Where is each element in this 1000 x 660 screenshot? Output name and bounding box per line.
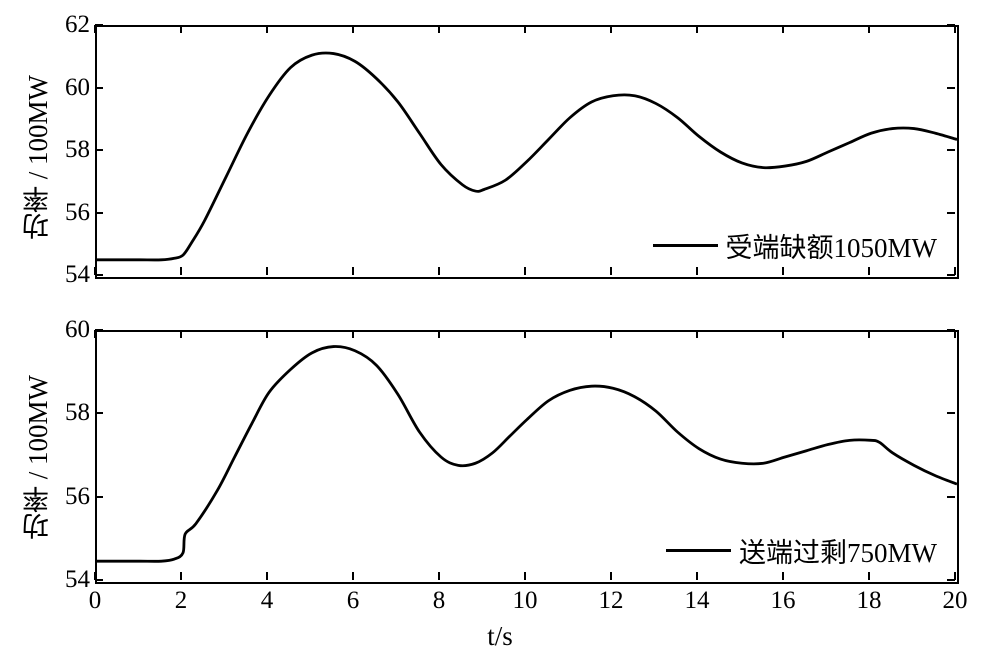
xtick (438, 25, 440, 33)
xtick-label: 2 (161, 587, 201, 615)
xtick-label: 6 (333, 587, 373, 615)
ytick-label: 60 (40, 74, 90, 102)
xtick (94, 330, 96, 338)
xtick (524, 572, 526, 580)
ytick (95, 579, 103, 581)
xtick (94, 267, 96, 275)
xtick-label: 16 (763, 587, 803, 615)
ytick-label: 56 (40, 483, 90, 511)
xtick (266, 267, 268, 275)
xtick (94, 572, 96, 580)
ytick-label: 62 (40, 11, 90, 39)
xtick-label: 0 (75, 587, 115, 615)
xtick (524, 25, 526, 33)
xtick (868, 25, 870, 33)
xtick-label: 8 (419, 587, 459, 615)
bottom-legend-text: 送端过剩750MW (739, 531, 937, 570)
figure-container: 受端缺额1050MW 送端过剩750MW 功率 / 100MW 功率 / 100… (0, 0, 1000, 660)
xtick (524, 267, 526, 275)
xtick (610, 330, 612, 338)
top-legend-text: 受端缺额1050MW (726, 226, 938, 265)
ytick (95, 212, 103, 214)
ytick (947, 149, 955, 151)
ytick (95, 496, 103, 498)
xlabel: t/s (0, 621, 1000, 652)
xtick (352, 25, 354, 33)
xtick (868, 330, 870, 338)
xtick (696, 267, 698, 275)
xtick (352, 267, 354, 275)
xtick (696, 25, 698, 33)
ytick (947, 412, 955, 414)
xtick (438, 330, 440, 338)
xtick (438, 267, 440, 275)
xtick (782, 330, 784, 338)
xtick-label: 12 (591, 587, 631, 615)
ytick (95, 149, 103, 151)
xtick (180, 267, 182, 275)
ytick (947, 496, 955, 498)
ytick-label: 60 (40, 316, 90, 344)
xtick (954, 572, 956, 580)
bottom-legend-line (666, 549, 731, 552)
ytick (95, 329, 103, 331)
xtick (610, 25, 612, 33)
xtick (696, 572, 698, 580)
xtick (266, 330, 268, 338)
ytick (95, 24, 103, 26)
xtick (524, 330, 526, 338)
xtick-label: 4 (247, 587, 287, 615)
xtick (180, 572, 182, 580)
xtick (266, 572, 268, 580)
ytick (95, 412, 103, 414)
xtick-label: 20 (935, 587, 975, 615)
xtick (352, 572, 354, 580)
ytick-label: 54 (40, 261, 90, 289)
xtick-label: 18 (849, 587, 889, 615)
xtick (782, 572, 784, 580)
xtick (438, 572, 440, 580)
xtick (94, 25, 96, 33)
xtick (782, 267, 784, 275)
ytick (95, 274, 103, 276)
xtick (954, 330, 956, 338)
xtick-label: 10 (505, 587, 545, 615)
ytick-label: 58 (40, 136, 90, 164)
bottom-panel: 送端过剩750MW (95, 330, 959, 584)
bottom-curve (97, 347, 957, 562)
xtick (180, 25, 182, 33)
ytick (947, 87, 955, 89)
xtick (610, 572, 612, 580)
xtick (352, 330, 354, 338)
xtick (696, 330, 698, 338)
xtick (868, 267, 870, 275)
xtick (868, 572, 870, 580)
xtick (954, 267, 956, 275)
xtick (610, 267, 612, 275)
xtick (180, 330, 182, 338)
xtick (266, 25, 268, 33)
top-panel: 受端缺额1050MW (95, 25, 959, 279)
xtick (782, 25, 784, 33)
ytick (95, 87, 103, 89)
bottom-legend: 送端过剩750MW (666, 531, 937, 570)
top-legend: 受端缺额1050MW (653, 226, 938, 265)
xtick (954, 25, 956, 33)
ytick-label: 56 (40, 199, 90, 227)
top-legend-line (653, 244, 718, 247)
ytick (947, 212, 955, 214)
xtick-label: 14 (677, 587, 717, 615)
ytick-label: 58 (40, 399, 90, 427)
